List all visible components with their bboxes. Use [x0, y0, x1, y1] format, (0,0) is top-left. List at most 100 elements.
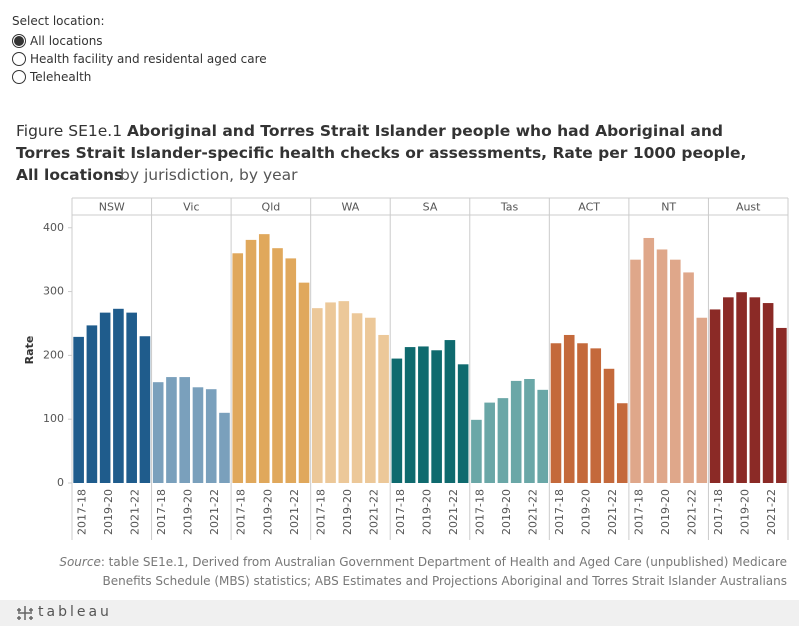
panel-header: Aust — [736, 201, 761, 214]
radio-button[interactable] — [12, 34, 26, 48]
radio-button[interactable] — [12, 52, 26, 66]
x-tick-label: 2017-18 — [155, 489, 168, 535]
bar — [444, 340, 456, 483]
x-tick-label: 2021-22 — [606, 489, 619, 535]
bar — [365, 317, 376, 483]
panel-header: Qld — [262, 201, 281, 214]
bar — [537, 389, 549, 483]
bar — [643, 237, 655, 483]
radio-label[interactable]: All locations — [30, 34, 103, 48]
bar — [285, 258, 297, 483]
x-tick-label: 2017-18 — [76, 489, 89, 535]
source: Source: table SE1e.1, Derived from Austr… — [47, 553, 787, 591]
panel-header: NSW — [99, 201, 125, 214]
bar — [457, 364, 469, 483]
radio-button[interactable] — [12, 70, 26, 84]
panel-header: NT — [661, 201, 676, 214]
x-tick-label: 2017-18 — [394, 489, 407, 535]
y-axis-label: Rate — [23, 336, 36, 365]
radio-label[interactable]: Health facility and residental aged care — [30, 52, 267, 66]
x-tick-label: 2017-18 — [314, 489, 327, 535]
bar — [709, 309, 721, 483]
x-tick-label: 2017-18 — [633, 489, 646, 535]
bar — [484, 402, 495, 483]
bar — [86, 325, 98, 483]
bar — [471, 419, 482, 483]
source-text: : table SE1e.1, Derived from Australian … — [100, 555, 787, 588]
bar — [736, 292, 747, 483]
bar — [73, 336, 84, 483]
radio-option[interactable]: Telehealth — [12, 68, 267, 86]
y-tick-label: 100 — [43, 412, 64, 425]
x-tick-label: 2017-18 — [473, 489, 486, 535]
x-tick-label: 2019-20 — [182, 489, 195, 535]
bar — [258, 234, 270, 483]
x-tick-label: 2019-20 — [659, 489, 672, 535]
x-tick-label: 2019-20 — [420, 489, 433, 535]
bar — [205, 389, 217, 483]
x-tick-label: 2021-22 — [208, 489, 221, 535]
bar — [391, 358, 403, 483]
x-tick-label: 2021-22 — [447, 489, 460, 535]
bar — [431, 350, 442, 483]
bar — [669, 259, 681, 483]
bar — [749, 297, 761, 483]
x-tick-label: 2019-20 — [500, 489, 513, 535]
radio-option[interactable]: Health facility and residental aged care — [12, 50, 267, 68]
y-tick-label: 300 — [43, 285, 64, 298]
bar — [723, 297, 734, 483]
x-tick-label: 2021-22 — [526, 489, 539, 535]
bar — [272, 248, 283, 483]
x-tick-label: 2017-18 — [712, 489, 725, 535]
radio-label[interactable]: Telehealth — [30, 70, 92, 84]
x-tick-label: 2019-20 — [579, 489, 592, 535]
bar — [179, 377, 191, 483]
panel-header: SA — [423, 201, 438, 214]
x-tick-label: 2019-20 — [739, 489, 752, 535]
bar — [232, 253, 244, 483]
bar — [603, 368, 615, 483]
x-tick-label: 2021-22 — [686, 489, 699, 535]
bar — [219, 412, 230, 483]
radio-group: All locations Health facility and residen… — [12, 32, 267, 86]
panel-header: ACT — [578, 201, 600, 214]
bar — [590, 348, 602, 483]
brand[interactable]: tableau — [38, 604, 112, 620]
panel-header: Vic — [183, 201, 199, 214]
y-tick-label: 200 — [43, 348, 64, 361]
bar — [113, 308, 124, 483]
radio-option[interactable]: All locations — [12, 32, 267, 50]
y-tick-label: 0 — [57, 476, 64, 489]
x-tick-label: 2017-18 — [553, 489, 566, 535]
x-tick-label: 2019-20 — [102, 489, 115, 535]
bar — [683, 272, 694, 483]
bar — [776, 327, 787, 483]
logo — [17, 606, 33, 620]
bar — [245, 239, 257, 483]
x-tick-label: 2021-22 — [367, 489, 380, 535]
bar — [497, 398, 509, 483]
bar — [338, 301, 350, 483]
panel-header: Tas — [500, 201, 519, 214]
bar — [99, 312, 111, 483]
bar — [418, 346, 429, 483]
bar — [298, 282, 310, 483]
bar — [351, 313, 363, 483]
bar — [524, 378, 535, 483]
bar — [696, 317, 708, 483]
bar — [510, 380, 522, 483]
bar — [152, 382, 164, 483]
source-label: Source — [59, 555, 101, 569]
bar — [192, 387, 204, 483]
chart: Rate 0 100 200 300 400 NSW 2017-18 2019-20 2021-… — [23, 197, 789, 540]
title-prefix: Figure SE1e.1 — [16, 122, 123, 140]
bar — [166, 377, 177, 483]
bar — [577, 343, 588, 483]
bar — [563, 334, 575, 483]
control-label: Select location: — [12, 14, 105, 28]
x-tick-label: 2021-22 — [765, 489, 778, 535]
x-tick-label: 2017-18 — [235, 489, 248, 535]
bar — [404, 347, 416, 483]
bar — [616, 403, 628, 483]
